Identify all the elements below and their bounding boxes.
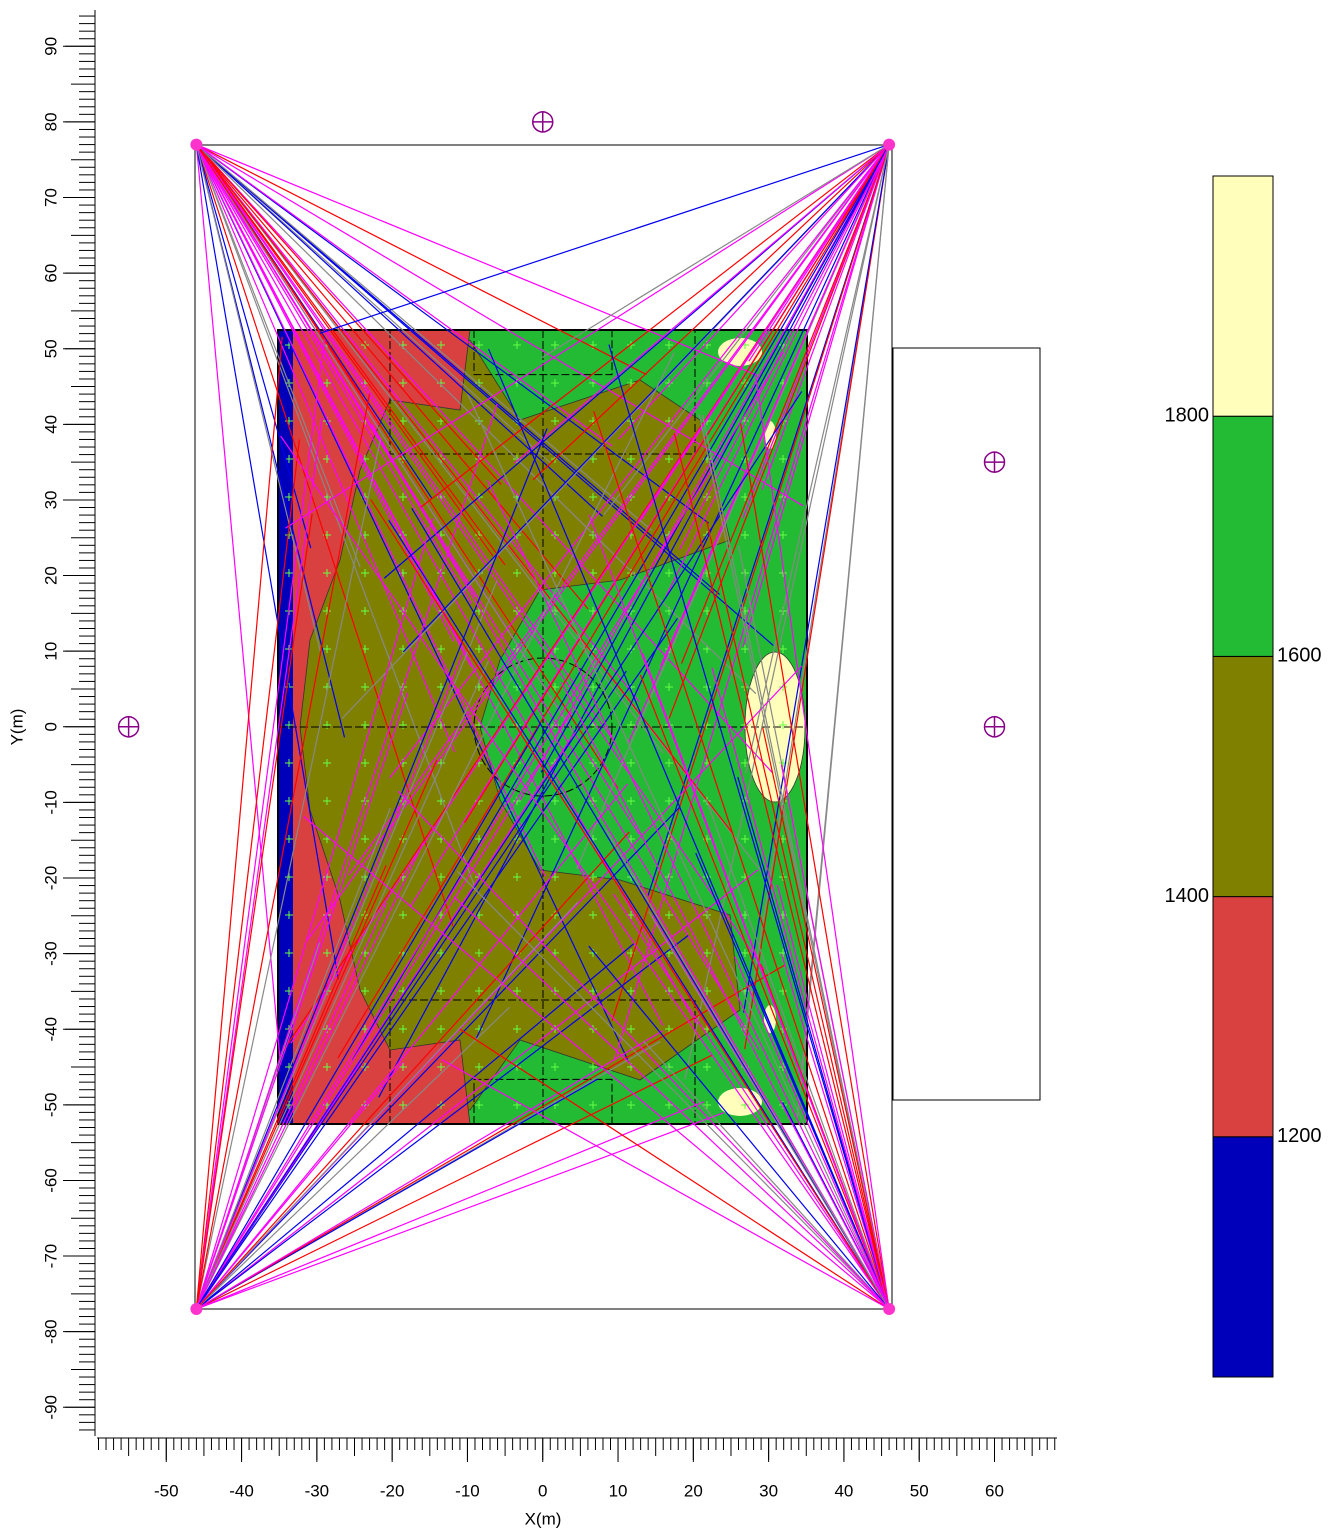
colorbar-label: 1800 [1165,404,1210,426]
x-axis-label: X(m) [525,1509,562,1528]
y-tick-label: 50 [41,339,60,358]
marker [985,717,1005,737]
y-axis-label: Y(m) [7,709,26,746]
x-tick-label: 60 [985,1481,1004,1500]
colorbar-segment [1213,656,1273,896]
beam [196,1113,723,1309]
y-tick-label: -30 [41,941,60,966]
marker [985,452,1005,472]
x-tick-label: 50 [910,1481,929,1500]
y-tick-label: 40 [41,415,60,434]
y-tick-label: 70 [41,188,60,207]
y-tick-label: -70 [41,1244,60,1269]
pole [883,139,895,151]
y-tick-label: 60 [41,264,60,283]
x-tick-label: -10 [455,1481,480,1500]
chart: Y(m) X(m) -90 -80 -70 -60 -50 -40 -30 -20 -10 0 10… [0,0,1341,1533]
side-box [893,348,1040,1100]
x-tick-label: -40 [229,1481,254,1500]
x-tick-label: 40 [834,1481,853,1500]
x-tick-label: 10 [609,1481,628,1500]
x-tick-label: -20 [380,1481,405,1500]
y-tick-label: 90 [41,37,60,56]
y-tick-label: -60 [41,1168,60,1193]
y-tick-label: -90 [41,1395,60,1420]
y-tick-label: 30 [41,490,60,509]
y-tick-label: -80 [41,1319,60,1344]
beam [735,957,889,1309]
pole [883,1303,895,1315]
x-tick-label: -30 [305,1481,330,1500]
y-tick-label: -50 [41,1093,60,1118]
colorbar-segment [1213,1137,1273,1377]
x-tick-label: 20 [684,1481,703,1500]
colorbar-label: 1200 [1277,1125,1322,1147]
colorbar-label: 1600 [1277,645,1322,667]
colorbar-segment [1213,416,1273,656]
colorbar-segment [1213,176,1273,416]
y-tick-label: -10 [41,790,60,815]
beam [196,1102,704,1309]
pole [190,139,202,151]
marker [119,717,139,737]
colorbar-segment [1213,897,1273,1137]
y-tick-label: 0 [41,722,60,731]
y-tick-label: 10 [41,642,60,661]
y-tick-label: -40 [41,1017,60,1042]
pole [190,1303,202,1315]
x-tick-label: 30 [759,1481,778,1500]
marker [533,112,553,132]
region [718,1088,762,1116]
x-tick-label: 0 [538,1481,547,1500]
y-tick-label: 20 [41,566,60,585]
y-tick-label: 80 [41,112,60,131]
x-tick-label: -50 [154,1481,179,1500]
colorbar-label: 1400 [1165,885,1210,907]
y-tick-label: -20 [41,866,60,891]
